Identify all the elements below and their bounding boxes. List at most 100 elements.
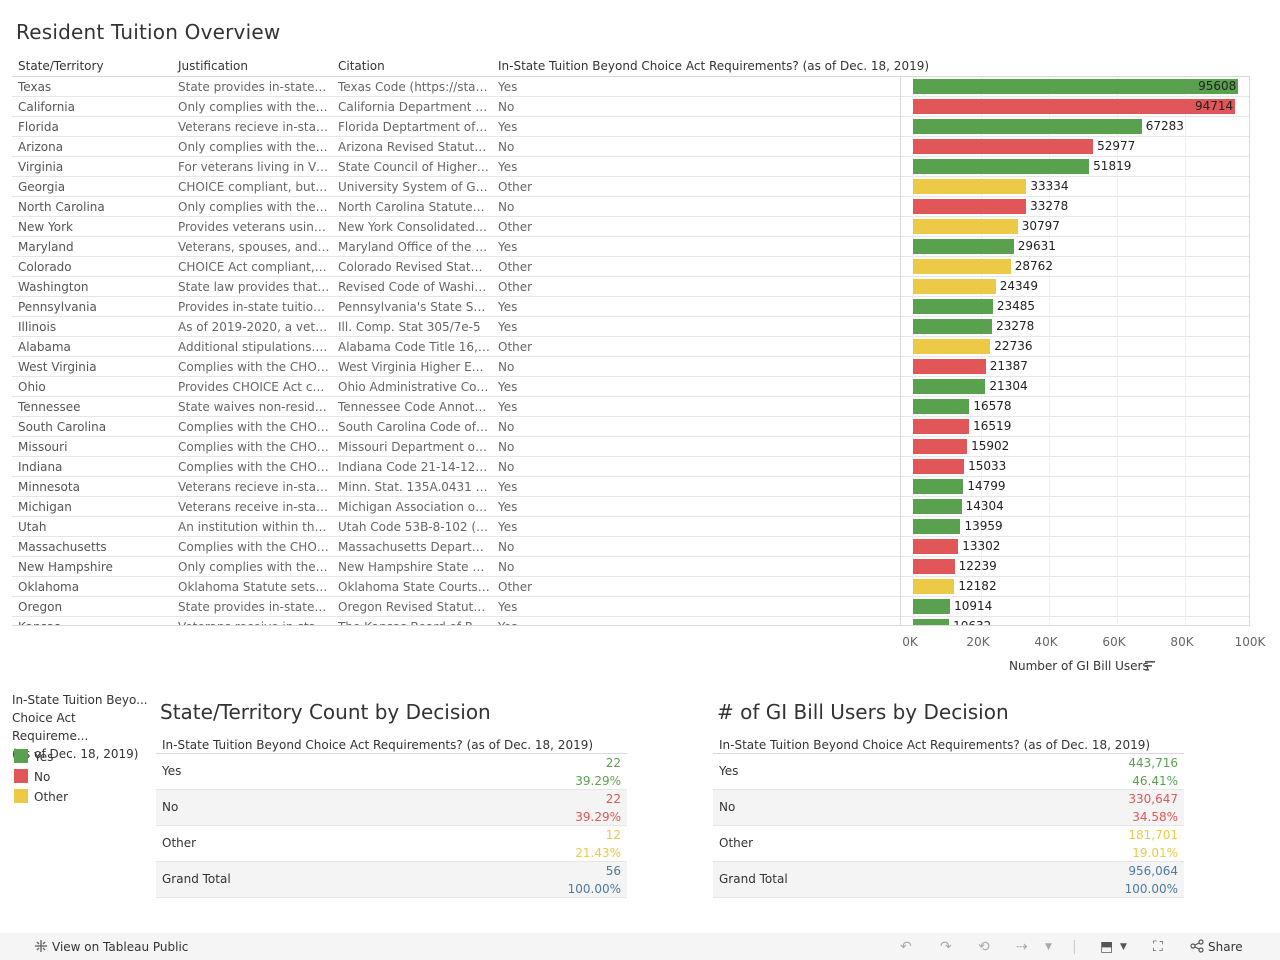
bar-michigan[interactable] — [913, 499, 962, 514]
bar-west-virginia[interactable] — [913, 359, 986, 374]
justification-cell: Only complies with the CH.. — [178, 200, 330, 214]
table-row[interactable]: Florida Veterans recieve in-state .. Flori… — [12, 117, 1250, 137]
bar-pennsylvania[interactable] — [913, 299, 993, 314]
users-table-row[interactable]: Grand Total 956,064 100.00% — [713, 862, 1184, 898]
count-table-row[interactable]: No 22 39.29% — [156, 790, 627, 826]
download-dropdown-icon[interactable]: ▼ — [1120, 942, 1127, 952]
forward-dropdown-icon[interactable]: ▼ — [1045, 942, 1052, 952]
users-table-row[interactable]: Yes 443,716 46.41% — [713, 754, 1184, 790]
bar-massachusetts[interactable] — [913, 539, 959, 554]
table-row[interactable]: Illinois As of 2019-2020, a vetera.. Ill. … — [12, 317, 1250, 337]
bar-illinois[interactable] — [913, 319, 993, 334]
table-row[interactable]: Oregon State provides in-state tu.. Oregon… — [12, 597, 1250, 617]
column-header-state[interactable]: State/Territory — [18, 59, 104, 73]
table-row[interactable]: Georgia CHOICE compliant, but St.. Univers… — [12, 177, 1250, 197]
column-header-decision[interactable]: In-State Tuition Beyond Choice Act Requi… — [498, 59, 930, 73]
table-row[interactable]: Texas State provides in-state tu.. Texas C… — [12, 77, 1250, 97]
bar-new-york[interactable] — [913, 219, 1018, 234]
count-table-row[interactable]: Grand Total 56 100.00% — [156, 862, 627, 898]
table-row[interactable]: Minnesota Veterans recieve in-state .. Min… — [12, 477, 1250, 497]
decision-cell: Yes — [498, 160, 518, 174]
users-table-header: In-State Tuition Beyond Choice Act Requi… — [713, 734, 1184, 754]
count-row-percent: 100.00% — [567, 882, 621, 896]
table-row[interactable]: Maryland Veterans, spouses, and de.. Maryl… — [12, 237, 1250, 257]
decision-cell: Other — [498, 580, 533, 594]
table-row[interactable]: Colorado CHOICE Act compliant, an.. Colora… — [12, 257, 1250, 277]
table-row[interactable]: Kansas Veterans receive in-state .. The Ka… — [12, 617, 1250, 625]
citation-cell: North Carolina Statutes (.. — [338, 200, 490, 214]
bar-arizona[interactable] — [913, 139, 1094, 154]
users-table-row[interactable]: Other 181,701 19.01% — [713, 826, 1184, 862]
table-row[interactable]: Alabama Additional stipulations. Al.. Alab… — [12, 337, 1250, 357]
count-row-percent: 39.29% — [575, 774, 621, 788]
download-icon[interactable]: ⬒ — [1100, 939, 1114, 955]
table-row[interactable]: Michigan Veterans receive in-state .. Mich… — [12, 497, 1250, 517]
table-row[interactable]: Pennsylvania Provides in-state tuition f.… — [12, 297, 1250, 317]
bar-kansas[interactable] — [913, 619, 950, 625]
bar-ohio[interactable] — [913, 379, 986, 394]
legend-item-no[interactable]: No — [14, 769, 50, 784]
bar-tennessee[interactable] — [913, 399, 970, 414]
revert-icon[interactable]: ⟲ — [978, 939, 990, 955]
count-table[interactable]: In-State Tuition Beyond Choice Act Requi… — [156, 734, 627, 898]
bar-south-carolina[interactable] — [913, 419, 970, 434]
bar-washington[interactable] — [913, 279, 996, 294]
bar-utah[interactable] — [913, 519, 961, 534]
forward-icon[interactable]: ⇢ — [1016, 939, 1028, 955]
justification-cell: Complies with the CHOICE.. — [178, 460, 330, 474]
table-row[interactable]: West Virginia Complies with the CHOICE.. W… — [12, 357, 1250, 377]
table-row[interactable]: Tennessee State waives non-residen.. Tenne… — [12, 397, 1250, 417]
x-tick-label: 0K — [902, 635, 918, 649]
bar-california[interactable] — [913, 99, 1236, 114]
table-row[interactable]: Washington State law provides that al.. Re… — [12, 277, 1250, 297]
fullscreen-icon[interactable]: ⛶ — [1153, 939, 1163, 955]
bar-texas[interactable] — [913, 79, 1239, 94]
bar-oregon[interactable] — [913, 599, 951, 614]
users-table-row[interactable]: No 330,647 34.58% — [713, 790, 1184, 826]
citation-cell: New Hampshire State Offi.. — [338, 560, 490, 574]
view-on-tableau-link[interactable]: View on Tableau Public — [34, 939, 188, 954]
users-row-percent: 100.00% — [1124, 882, 1178, 896]
share-button[interactable]: Share — [1190, 939, 1243, 954]
x-axis-title[interactable]: Number of GI Bill Users — [1009, 659, 1149, 673]
count-table-row[interactable]: Other 12 21.43% — [156, 826, 627, 862]
bar-florida[interactable] — [913, 119, 1142, 134]
bar-minnesota[interactable] — [913, 479, 964, 494]
legend-item-other[interactable]: Other — [14, 789, 68, 804]
bar-virginia[interactable] — [913, 159, 1090, 174]
bar-colorado[interactable] — [913, 259, 1011, 274]
table-row[interactable]: Oklahoma Oklahoma Statute sets th.. Oklaho… — [12, 577, 1250, 597]
bar-north-carolina[interactable] — [913, 199, 1027, 214]
state-cell: Utah — [18, 520, 47, 534]
table-row[interactable]: New York Provides veterans using C.. New Y… — [12, 217, 1250, 237]
table-row[interactable]: California Only complies with the CH.. Cal… — [12, 97, 1250, 117]
table-row[interactable]: Indiana Complies with the CHOICE.. Indiana… — [12, 457, 1250, 477]
users-table[interactable]: In-State Tuition Beyond Choice Act Requi… — [713, 734, 1184, 898]
citation-cell: Indiana Code 21-14-12.2, .. — [338, 460, 490, 474]
column-header-citation[interactable]: Citation — [338, 59, 385, 73]
bar-new-hampshire[interactable] — [913, 559, 955, 574]
column-header-justification[interactable]: Justification — [178, 59, 248, 73]
table-row[interactable]: Virginia For veterans living in Virg.. Sta… — [12, 157, 1250, 177]
table-row[interactable]: Arizona Only complies with the CH.. Arizon… — [12, 137, 1250, 157]
redo-icon[interactable]: ↷ — [940, 939, 952, 955]
legend-item-yes[interactable]: Yes — [14, 749, 53, 764]
table-row[interactable]: South Carolina Complies with the CHOICE..… — [12, 417, 1250, 437]
state-table[interactable]: Texas State provides in-state tu.. Texas C… — [12, 76, 1250, 626]
bar-maryland[interactable] — [913, 239, 1014, 254]
bar-oklahoma[interactable] — [913, 579, 955, 594]
table-row[interactable]: North Carolina Only complies with the CH.… — [12, 197, 1250, 217]
bar-georgia[interactable] — [913, 179, 1027, 194]
bar-indiana[interactable] — [913, 459, 965, 474]
bar-missouri[interactable] — [913, 439, 968, 454]
table-row[interactable]: Utah An institution within the .. Utah Cod… — [12, 517, 1250, 537]
table-row[interactable]: Massachusetts Complies with the CHOICE.. M… — [12, 537, 1250, 557]
sort-icon[interactable] — [1145, 661, 1157, 671]
table-row[interactable]: Ohio Provides CHOICE Act com.. Ohio Admini… — [12, 377, 1250, 397]
table-row[interactable]: Missouri Complies with the CHOICE.. Missou… — [12, 437, 1250, 457]
bar-alabama[interactable] — [913, 339, 991, 354]
undo-icon[interactable]: ↶ — [900, 939, 912, 955]
count-table-row[interactable]: Yes 22 39.29% — [156, 754, 627, 790]
citation-cell: Florida Deptartment of V.. — [338, 120, 490, 134]
table-row[interactable]: New Hampshire Only complies with the CH..… — [12, 557, 1250, 577]
